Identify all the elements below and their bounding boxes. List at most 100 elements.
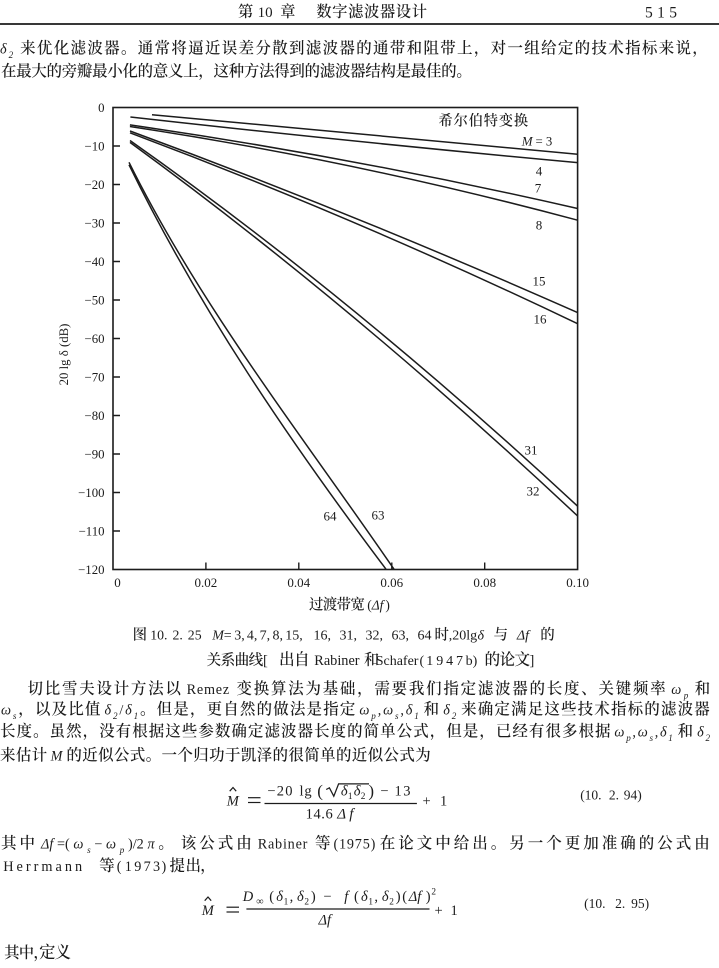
svg-text:s: s: [650, 733, 654, 743]
svg-text:Δf: Δf: [516, 629, 531, 644]
svg-text:M: M: [201, 903, 215, 919]
svg-text:8: 8: [536, 218, 543, 233]
svg-text:1: 1: [440, 794, 447, 810]
svg-text:−90: −90: [84, 447, 104, 461]
svg-text:p: p: [119, 845, 125, 855]
svg-text:4: 4: [536, 164, 543, 179]
svg-text:−60: −60: [84, 332, 104, 346]
svg-text:0.06: 0.06: [380, 575, 403, 590]
svg-text:δ: δ: [443, 703, 450, 719]
svg-text:(: (: [402, 889, 407, 905]
svg-text:0.02: 0.02: [195, 575, 218, 590]
svg-text:δ: δ: [105, 703, 112, 719]
svg-text:ω: ω: [359, 703, 369, 719]
svg-text:,: ,: [290, 889, 294, 905]
svg-text:,: ,: [632, 725, 636, 741]
svg-text:δ: δ: [0, 42, 7, 58]
svg-text:δ: δ: [406, 703, 413, 719]
svg-text:1: 1: [284, 897, 289, 907]
svg-text:ω: ω: [671, 682, 681, 698]
svg-text:16,: 16,: [314, 629, 332, 644]
svg-text:δ: δ: [361, 889, 368, 905]
svg-text:31: 31: [525, 443, 538, 458]
svg-text:16: 16: [534, 312, 548, 327]
svg-text:δ: δ: [354, 784, 361, 800]
svg-text:(: (: [269, 889, 274, 905]
svg-text:): ): [162, 859, 167, 875]
svg-text:p: p: [625, 733, 631, 743]
svg-text:0.10: 0.10: [566, 575, 589, 590]
svg-text:94): 94): [624, 788, 642, 803]
svg-text:ω: ω: [1, 703, 11, 719]
svg-text:s: s: [13, 711, 17, 721]
svg-text:,: ,: [655, 725, 659, 741]
svg-text:−20: −20: [84, 178, 104, 192]
svg-text:−120: −120: [78, 563, 104, 577]
svg-text:2.: 2.: [173, 628, 183, 643]
svg-text:7: 7: [535, 181, 542, 196]
svg-text:0: 0: [98, 101, 104, 115]
svg-text:Herrmann: Herrmann: [3, 859, 85, 875]
svg-text:2: 2: [304, 897, 309, 907]
svg-text:ω: ω: [383, 703, 393, 719]
svg-text:1947: 1947: [426, 654, 466, 669]
svg-text:ω: ω: [614, 725, 624, 741]
svg-text:M: M: [521, 134, 534, 149]
svg-text:D: D: [242, 889, 254, 905]
svg-text:−30: −30: [84, 216, 104, 230]
svg-text:(1975): (1975): [334, 837, 377, 853]
svg-text:4,: 4,: [247, 629, 258, 644]
svg-text:63: 63: [372, 508, 385, 523]
svg-text:64: 64: [324, 509, 338, 524]
svg-text:32: 32: [527, 484, 540, 499]
svg-text:(: (: [367, 598, 372, 613]
svg-text:−: −: [94, 837, 102, 853]
svg-text:(: (: [317, 782, 323, 801]
svg-text:−100: −100: [78, 486, 104, 500]
svg-text:Δf: Δf: [40, 837, 55, 853]
svg-text:f: f: [349, 807, 355, 823]
svg-text:14.6: 14.6: [306, 807, 334, 823]
svg-text:1: 1: [414, 711, 419, 721]
svg-text:Schafer: Schafer: [376, 654, 419, 669]
svg-text:δ: δ: [382, 889, 389, 905]
svg-text:25: 25: [188, 628, 202, 643]
svg-text:(10.: (10.: [584, 896, 605, 911]
svg-text:2: 2: [706, 733, 711, 743]
svg-text:1973: 1973: [125, 859, 163, 875]
svg-text:31,: 31,: [340, 629, 358, 644]
svg-text:15,: 15,: [285, 629, 303, 644]
svg-text:Δf: Δf: [318, 913, 334, 929]
svg-text:s: s: [395, 711, 399, 721]
svg-text:Rabiner: Rabiner: [314, 653, 359, 669]
svg-text:,20lg: ,20lg: [449, 629, 477, 644]
svg-text:−70: −70: [84, 370, 104, 384]
svg-text:15: 15: [533, 274, 546, 289]
svg-text:Δf: Δf: [371, 598, 386, 613]
svg-text:63,: 63,: [392, 629, 410, 644]
svg-text:)/2: )/2: [128, 837, 144, 853]
svg-text:M: M: [226, 794, 240, 810]
svg-text:f: f: [344, 889, 350, 905]
svg-text:−: −: [323, 889, 331, 905]
svg-text:2.: 2.: [609, 788, 619, 803]
svg-text:10.: 10.: [150, 628, 167, 643]
svg-text:π: π: [148, 837, 156, 853]
svg-text:δ: δ: [697, 725, 704, 741]
svg-text:32,: 32,: [366, 629, 384, 644]
svg-text:,: ,: [374, 889, 378, 905]
svg-text:2: 2: [452, 711, 457, 721]
svg-text:δ: δ: [341, 784, 348, 800]
svg-text:p: p: [370, 711, 376, 721]
svg-text:=: =: [224, 629, 232, 644]
svg-text:): ): [385, 598, 390, 613]
svg-text:ω: ω: [106, 837, 116, 853]
svg-text:−80: −80: [84, 409, 104, 423]
svg-text:−110: −110: [79, 524, 105, 538]
svg-text:): ): [311, 889, 316, 905]
svg-text:−: −: [380, 784, 388, 800]
svg-text:515: 515: [645, 5, 681, 22]
svg-text:(: (: [117, 859, 122, 875]
svg-text:]: ]: [530, 653, 535, 669]
svg-text:δ: δ: [478, 629, 485, 644]
